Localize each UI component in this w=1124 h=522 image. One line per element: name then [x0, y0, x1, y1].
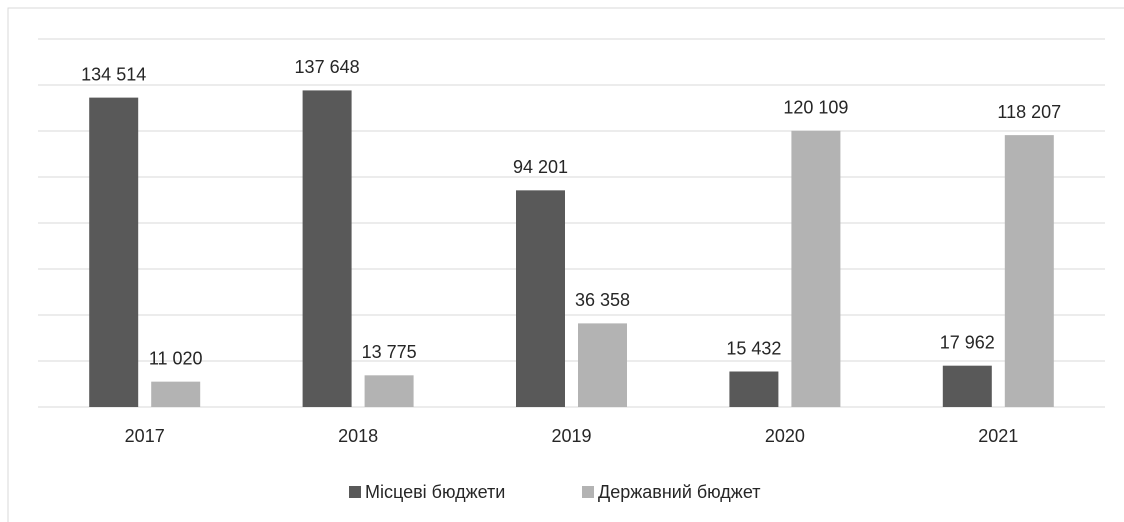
bar — [364, 375, 414, 407]
x-tick-label: 2018 — [338, 426, 378, 446]
bar — [942, 365, 992, 407]
chart-frame — [7, 7, 1124, 522]
legend-label: Місцеві бюджети — [365, 482, 505, 502]
data-label: 94 201 — [513, 157, 568, 177]
x-tick-label: 2019 — [551, 426, 591, 446]
data-label: 13 775 — [362, 342, 417, 362]
bar — [729, 371, 779, 407]
bar — [151, 381, 201, 407]
bar — [89, 97, 139, 407]
x-tick-label: 2020 — [765, 426, 805, 446]
data-label: 36 358 — [575, 290, 630, 310]
bar — [1004, 135, 1054, 407]
x-tick-label: 2017 — [125, 426, 165, 446]
data-label: 17 962 — [940, 332, 995, 352]
bar — [302, 90, 352, 407]
x-tick-label: 2021 — [978, 426, 1018, 446]
data-label: 118 207 — [997, 102, 1061, 122]
legend-swatch — [582, 486, 594, 498]
legend-label: Державний бюджет — [598, 482, 761, 502]
data-label: 134 514 — [81, 64, 146, 84]
data-label: 11 020 — [149, 348, 203, 368]
bar — [791, 130, 841, 407]
data-label: 15 432 — [726, 338, 781, 358]
legend-swatch — [349, 486, 361, 498]
data-label: 137 648 — [295, 57, 360, 77]
bar — [578, 323, 627, 407]
bar — [516, 190, 565, 407]
data-label: 120 109 — [783, 97, 848, 117]
